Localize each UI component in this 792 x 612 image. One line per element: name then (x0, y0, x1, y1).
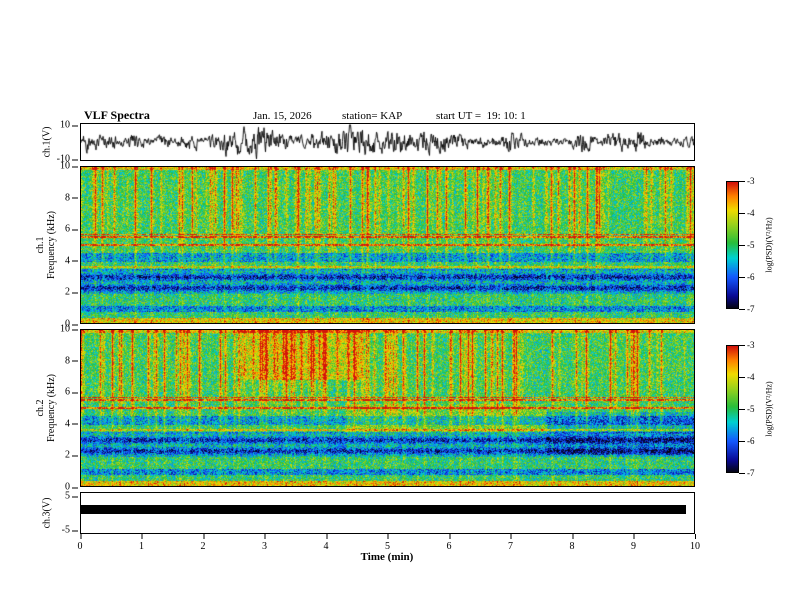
colorbar-1-canvas (727, 182, 738, 308)
ch1-spectrogram-yticks-label: 2 (65, 286, 78, 298)
x-axis-ticks: 0 1 2 3 4 5 6 7 8 9 10 (77, 534, 700, 556)
ch2-spectrogram-panel (80, 329, 695, 487)
ch2-spectrogram-yticks-label: 8 (65, 355, 78, 367)
start-ut-label: start UT = 19: 10: 1 (436, 110, 526, 122)
x-axis-ticks-label: 9 (631, 534, 636, 552)
ch2-spectrogram-canvas (81, 330, 694, 486)
colorbar-2-ticks-label: -5 (739, 404, 755, 414)
colorbar-1-ticks-label: -7 (739, 304, 755, 314)
x-axis-ticks-label: 4 (323, 534, 329, 552)
colorbar-2-ticks-label: -3 (739, 340, 755, 350)
date-label: Jan. 15, 2026 (253, 110, 312, 122)
x-axis-ticks-label: 6 (446, 534, 452, 552)
ch1-waveform-canvas (81, 124, 694, 160)
colorbar-2 (726, 345, 739, 473)
x-axis-ticks-label: 0 (77, 534, 83, 552)
colorbar-2-ticks-label: -6 (739, 436, 755, 446)
colorbar-2-ticks: -3 -4 -5 -6 -7 (739, 340, 767, 478)
ch2-spectrogram-yticks: 10 8 6 4 2 0 (44, 324, 78, 493)
ch1-spectrogram-panel (80, 166, 695, 324)
colorbar-1 (726, 181, 739, 309)
ch2-spectrogram-yticks-label: 0 (65, 481, 78, 493)
figure-title: VLF Spectra (84, 108, 150, 122)
colorbar-2-ticks-label: -4 (739, 372, 755, 382)
colorbar-2-label: log(PSD)(V²/Hz) (764, 381, 774, 437)
x-axis-label: Time (min) (360, 551, 414, 563)
ch1-waveform-yticks: 10 -10 (44, 120, 79, 165)
colorbar-1-ticks-label: -5 (739, 240, 755, 250)
ch1-waveform-panel (80, 123, 695, 161)
ch3-signal-bar (81, 505, 686, 514)
ch3-yticks-label: 5 (65, 490, 78, 502)
colorbar-2-ticks-label: -7 (739, 468, 755, 478)
ch2-spectrogram-yticks-label: 2 (65, 449, 78, 461)
ch1-spectrogram-yticks-label: 0 (65, 318, 78, 330)
colorbar-1-label: log(PSD)(V²/Hz) (764, 217, 774, 273)
station-label: station= KAP (342, 110, 403, 122)
ch3-panel (80, 492, 695, 534)
x-axis-ticks-label: 2 (200, 534, 206, 552)
ch3-yticks: 5 -5 (44, 491, 79, 536)
ch3-yticks-label: -5 (61, 524, 79, 536)
x-axis-ticks-label: 10 (690, 534, 700, 552)
ch1-spectrogram-canvas (81, 167, 694, 323)
ch1-spectrogram-yticks-label: 10 (60, 160, 78, 172)
ch1-spectrogram-yticks-label: 4 (65, 255, 78, 267)
ch2-spectrogram-yticks-label: 6 (65, 386, 78, 398)
x-axis-ticks-label: 8 (569, 534, 575, 552)
ch2-spectrogram-yticks-label: 10 (60, 323, 78, 335)
x-axis-ticks-label: 1 (139, 534, 144, 552)
x-axis-ticks-label: 7 (508, 534, 513, 552)
x-axis-ticks-label: 3 (262, 534, 267, 552)
ch1-spectrogram-yticks-label: 8 (65, 192, 78, 204)
ch1-waveform-yticks-label: -10 (56, 153, 79, 165)
colorbar-1-ticks-label: -6 (739, 272, 755, 282)
x-axis-ticks-label: 5 (385, 534, 390, 552)
colorbar-1-ticks: -3 -4 -5 -6 -7 (739, 176, 767, 314)
colorbar-1-ticks-label: -3 (739, 176, 755, 186)
ch1-spectrogram-yticks: 10 8 6 4 2 0 (44, 161, 78, 330)
ch1-waveform-yticks-label: 10 (60, 119, 78, 131)
ch2-spectrogram-yticks-label: 4 (65, 418, 78, 430)
ch1-spectrogram-yticks-label: 6 (65, 223, 78, 235)
colorbar-1-ticks-label: -4 (739, 208, 755, 218)
colorbar-2-canvas (727, 346, 738, 472)
